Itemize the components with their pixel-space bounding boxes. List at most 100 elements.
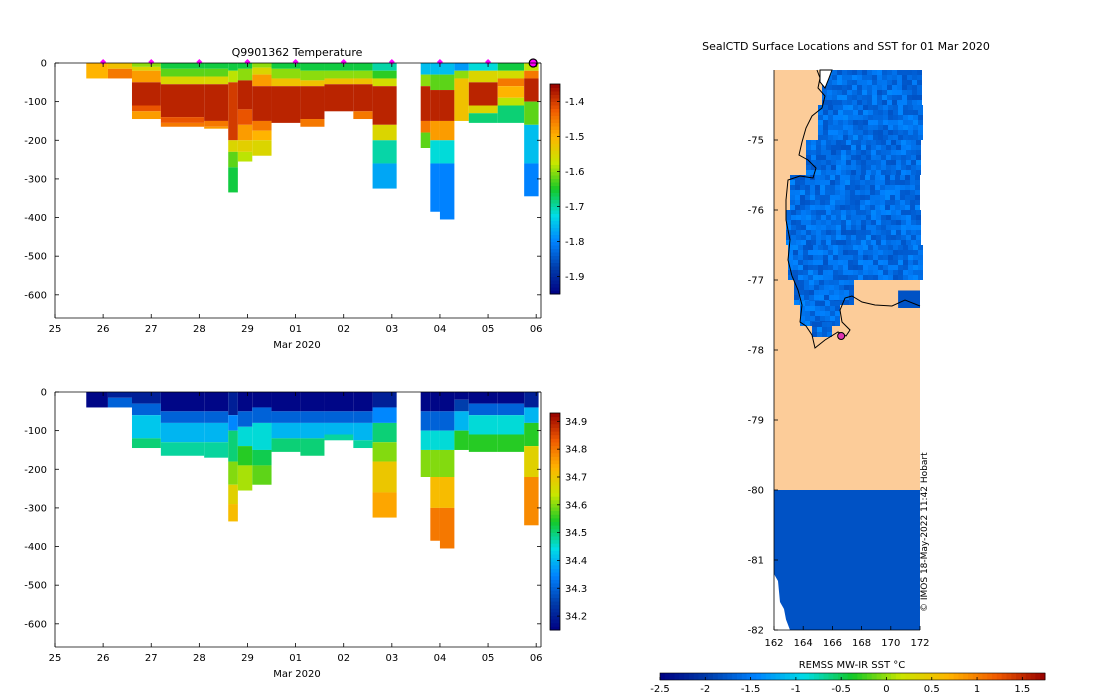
profile-cell [454, 392, 469, 400]
map-sst-cell [891, 225, 896, 230]
map-sst-cell [886, 170, 891, 175]
map-sst-cell [842, 95, 847, 100]
map-sst-cell [898, 250, 903, 255]
map-sst-cell [856, 235, 861, 240]
map-sst-cell [878, 125, 883, 130]
map-sst-cell [856, 210, 861, 215]
map-sst-cell [867, 80, 872, 85]
map-sst-cell [820, 311, 825, 316]
map-sst-cell [794, 280, 799, 285]
map-sst-cell [857, 90, 862, 95]
map-sst-cell [843, 125, 848, 130]
map-colorbar-tick-label: 1 [974, 684, 980, 695]
map-sst-cell [888, 275, 893, 280]
map-sst-cell [898, 265, 903, 270]
map-sst-cell [886, 155, 891, 160]
map-sst-cell [803, 275, 808, 280]
map-sst-cell [870, 195, 875, 200]
map-sst-cell [841, 220, 846, 225]
map-sst-cell [808, 275, 813, 280]
map-sst-cell [915, 190, 920, 195]
map-sst-cell [831, 210, 836, 215]
map-sst-cell [867, 70, 872, 75]
map-sst-cell [868, 255, 873, 260]
profile-cell [497, 434, 525, 452]
map-colorbar-segment [828, 673, 834, 680]
map-sst-cell [848, 110, 853, 115]
map-x-tick-label: 170 [881, 638, 900, 649]
profile-cell [131, 392, 161, 404]
map-sst-cell [790, 185, 795, 190]
map-sst-cell [825, 190, 830, 195]
map-sst-cell [813, 260, 818, 265]
profile-cell [300, 63, 325, 71]
map-sst-cell [800, 185, 805, 190]
profile-cell [131, 70, 161, 83]
map-sst-cell [878, 265, 883, 270]
map-sst-cell [816, 170, 821, 175]
y-tick-label: -200 [24, 136, 47, 147]
map-sst-cell [846, 230, 851, 235]
profile-cell [468, 415, 498, 435]
x-tick-label: 02 [337, 324, 350, 335]
map-sst-cell [903, 270, 908, 275]
map-sst-cell [845, 195, 850, 200]
map-sst-cell [875, 200, 880, 205]
map-sst-cell [857, 80, 862, 85]
map-sst-cell [877, 85, 882, 90]
map-colorbar-segment [1011, 673, 1017, 680]
map-colorbar-segment [693, 673, 699, 680]
map-y-tick-label: -77 [748, 276, 764, 287]
map-sst-cell [837, 80, 842, 85]
profile-cell [468, 82, 498, 106]
map-sst-cell [875, 175, 880, 180]
profile-cell [131, 415, 161, 439]
map-sst-cell [836, 230, 841, 235]
map-sst-cell [906, 170, 911, 175]
map-sst-cell [853, 135, 858, 140]
profile-cell [439, 449, 455, 477]
map-y-tick-label: -82 [748, 626, 764, 637]
map-sst-cell [912, 75, 917, 80]
profile-cell [204, 76, 229, 85]
map-sst-cell [826, 140, 831, 145]
map-sst-cell [858, 130, 863, 135]
map-sst-cell [846, 155, 851, 160]
map-sst-cell [836, 165, 841, 170]
map-sst-cell [893, 270, 898, 275]
map-sst-cell [906, 220, 911, 225]
map-sst-cell [828, 105, 833, 110]
map-sst-cell [883, 260, 888, 265]
profile-cell [228, 392, 238, 416]
map-sst-cell [868, 275, 873, 280]
profile-cell [204, 422, 229, 443]
map-colorbar-segment [814, 673, 820, 680]
profile-cell [107, 397, 132, 408]
map-sst-cell [883, 255, 888, 260]
map-sst-cell [830, 306, 835, 311]
map-sst-cell [911, 150, 916, 155]
map-sst-cell [832, 75, 837, 80]
map-sst-cell [892, 85, 897, 90]
map-sst-cell [811, 140, 816, 145]
colorbar-frame [549, 412, 561, 631]
map-sst-cell [804, 290, 809, 295]
map-sst-cell [801, 210, 806, 215]
map-sst-cell [786, 235, 791, 240]
map-sst-cell [885, 180, 890, 185]
map-sst-cell [848, 260, 853, 265]
map-sst-cell [890, 200, 895, 205]
map-sst-cell [853, 120, 858, 125]
map-sst-cell [886, 150, 891, 155]
colorbar-segment [550, 255, 560, 260]
map-sst-cell [815, 180, 820, 185]
map-sst-cell [868, 120, 873, 125]
map-sst-cell [912, 85, 917, 90]
map-sst-cell [893, 275, 898, 280]
profile-cell [271, 63, 301, 69]
map-coastline [785, 69, 921, 349]
map-sst-cell [843, 265, 848, 270]
map-colorbar-segment [717, 673, 724, 680]
map-sst-cell [815, 316, 820, 321]
map-sst-cell [796, 220, 801, 225]
